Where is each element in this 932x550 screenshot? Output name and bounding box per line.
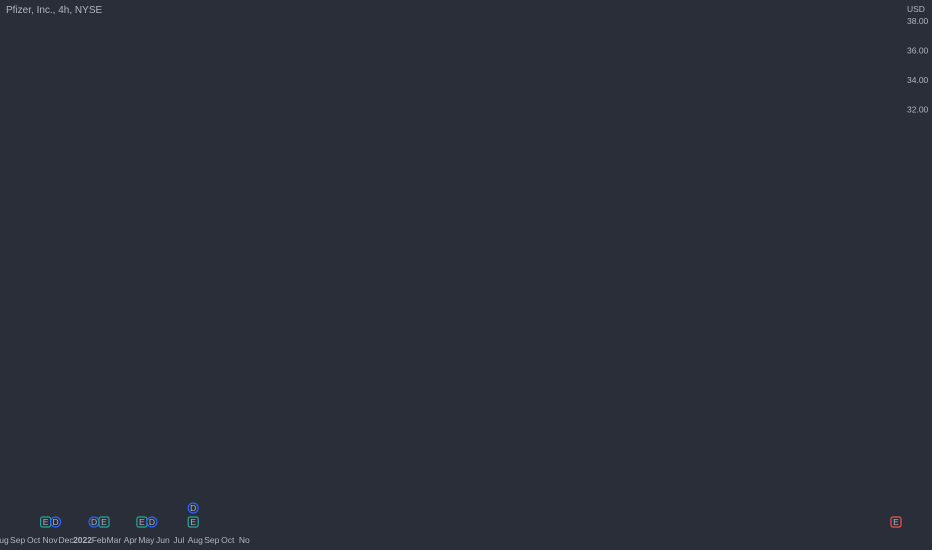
x-tick-label: Mar bbox=[107, 535, 122, 545]
x-tick-label: Oct bbox=[27, 535, 41, 545]
x-tick-label: May bbox=[138, 535, 155, 545]
earnings-marker-label: E bbox=[101, 517, 107, 527]
dividend-marker-label: D bbox=[190, 503, 196, 513]
earnings-marker-icon[interactable] bbox=[890, 516, 902, 528]
y-tick-label: 32.00 bbox=[907, 105, 929, 115]
earnings-marker-icon[interactable] bbox=[187, 516, 199, 528]
x-tick-label: Jul bbox=[173, 535, 184, 545]
x-tick-label: Oct bbox=[221, 535, 235, 545]
x-tick-label: Sep bbox=[204, 535, 219, 545]
x-tick-label: Apr bbox=[124, 535, 137, 545]
dividend-marker-icon[interactable] bbox=[146, 516, 158, 528]
earnings-marker-label: E bbox=[190, 517, 196, 527]
currency-label: USD bbox=[907, 4, 925, 14]
earnings-marker-label: E bbox=[893, 517, 899, 527]
x-tick-label: Aug bbox=[188, 535, 203, 545]
earnings-marker-label: E bbox=[139, 517, 145, 527]
x-tick-label: Jun bbox=[156, 535, 170, 545]
dividend-marker-icon[interactable] bbox=[50, 516, 62, 528]
dividend-marker-label: D bbox=[91, 517, 97, 527]
y-tick-label: 38.00 bbox=[907, 16, 929, 26]
x-tick-label: Nov bbox=[43, 535, 59, 545]
y-tick-label: 36.00 bbox=[907, 45, 929, 55]
x-tick-label: Dec bbox=[58, 535, 74, 545]
y-tick-label: 34.00 bbox=[907, 75, 929, 85]
x-tick-label: No bbox=[239, 535, 250, 545]
dividend-marker-label: D bbox=[149, 517, 155, 527]
earnings-marker-icon[interactable] bbox=[98, 516, 110, 528]
symbol-header: Pfizer, Inc., 4h, NYSE bbox=[6, 5, 103, 16]
x-tick-label: Sep bbox=[10, 535, 25, 545]
earnings-marker-label: E bbox=[43, 517, 49, 527]
x-tick-label: 2022 bbox=[73, 535, 92, 545]
dividend-marker-icon[interactable] bbox=[187, 502, 199, 514]
dividend-marker-label: D bbox=[53, 517, 59, 527]
x-tick-label: Aug bbox=[0, 535, 9, 545]
x-tick-label: Feb bbox=[92, 535, 107, 545]
